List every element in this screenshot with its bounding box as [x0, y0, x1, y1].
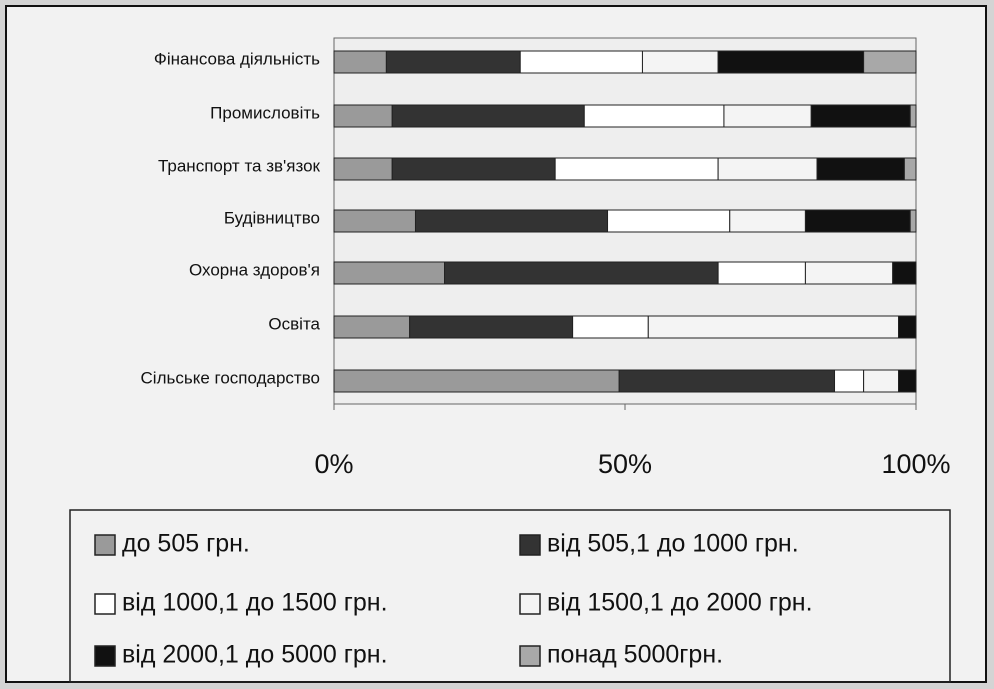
bar-segment	[333, 369, 620, 393]
bar-segment	[863, 50, 917, 74]
category-label: Сільське господарство	[141, 368, 320, 387]
category-label: Освіта	[268, 314, 320, 333]
bar-segment	[333, 209, 416, 233]
category-label: Транспорт та зв'язок	[158, 156, 321, 175]
legend-label: від 2000,1 до 5000 грн.	[122, 641, 388, 669]
bar-segment	[391, 157, 556, 181]
legend-swatch	[94, 645, 116, 667]
legend-swatch	[519, 645, 541, 667]
bar-segment	[444, 261, 719, 285]
legend-swatch	[94, 593, 116, 615]
bar-segment	[572, 315, 649, 339]
bar-segment	[717, 157, 818, 181]
x-tick-label: 100%	[881, 449, 950, 479]
legend-label: від 505,1 до 1000 грн.	[547, 530, 799, 558]
bar-segment	[816, 157, 905, 181]
bar-segment	[647, 315, 900, 339]
category-label: Охорна здоров'я	[189, 260, 320, 279]
bar-segment	[892, 261, 917, 285]
bar-segment	[717, 50, 865, 74]
bar-segment	[333, 157, 393, 181]
bar-segment	[333, 261, 446, 285]
bar-segment	[519, 50, 643, 74]
bar-segment	[723, 104, 812, 128]
legend-box	[69, 509, 951, 683]
bar-segment	[333, 104, 393, 128]
bar-segment	[898, 315, 917, 339]
bar-segment	[909, 104, 917, 128]
bar-segment	[729, 209, 806, 233]
x-tick-label: 50%	[598, 449, 652, 479]
bar-segment	[834, 369, 865, 393]
category-label: Промисловіть	[210, 103, 320, 122]
bar-segment	[641, 50, 719, 74]
bar-segment	[898, 369, 917, 393]
x-tick-label: 0%	[314, 449, 353, 479]
bar-segment	[903, 157, 917, 181]
legend-swatch	[519, 534, 541, 556]
bar-segment	[607, 209, 731, 233]
bar-segment	[804, 209, 911, 233]
legend-label: до 505 грн.	[122, 530, 250, 558]
bar-segment	[409, 315, 574, 339]
legend-swatch	[94, 534, 116, 556]
legend-swatch	[519, 593, 541, 615]
bar-segment	[618, 369, 836, 393]
bar-segment	[385, 50, 521, 74]
legend-label: понад 5000грн.	[547, 641, 723, 669]
category-label: Будівництво	[224, 208, 320, 227]
bar-segment	[583, 104, 725, 128]
bar-segment	[804, 261, 894, 285]
bar-segment	[333, 315, 411, 339]
bar-segment	[333, 50, 387, 74]
category-label: Фінансова діяльність	[154, 49, 320, 68]
bar-segment	[717, 261, 806, 285]
legend-label: від 1500,1 до 2000 грн.	[547, 589, 813, 617]
bar-segment	[414, 209, 609, 233]
bar-segment	[554, 157, 719, 181]
bar-segment	[810, 104, 911, 128]
bar-segment	[909, 209, 917, 233]
bar-segment	[863, 369, 900, 393]
bar-segment	[391, 104, 585, 128]
legend-label: від 1000,1 до 1500 грн.	[122, 589, 388, 617]
